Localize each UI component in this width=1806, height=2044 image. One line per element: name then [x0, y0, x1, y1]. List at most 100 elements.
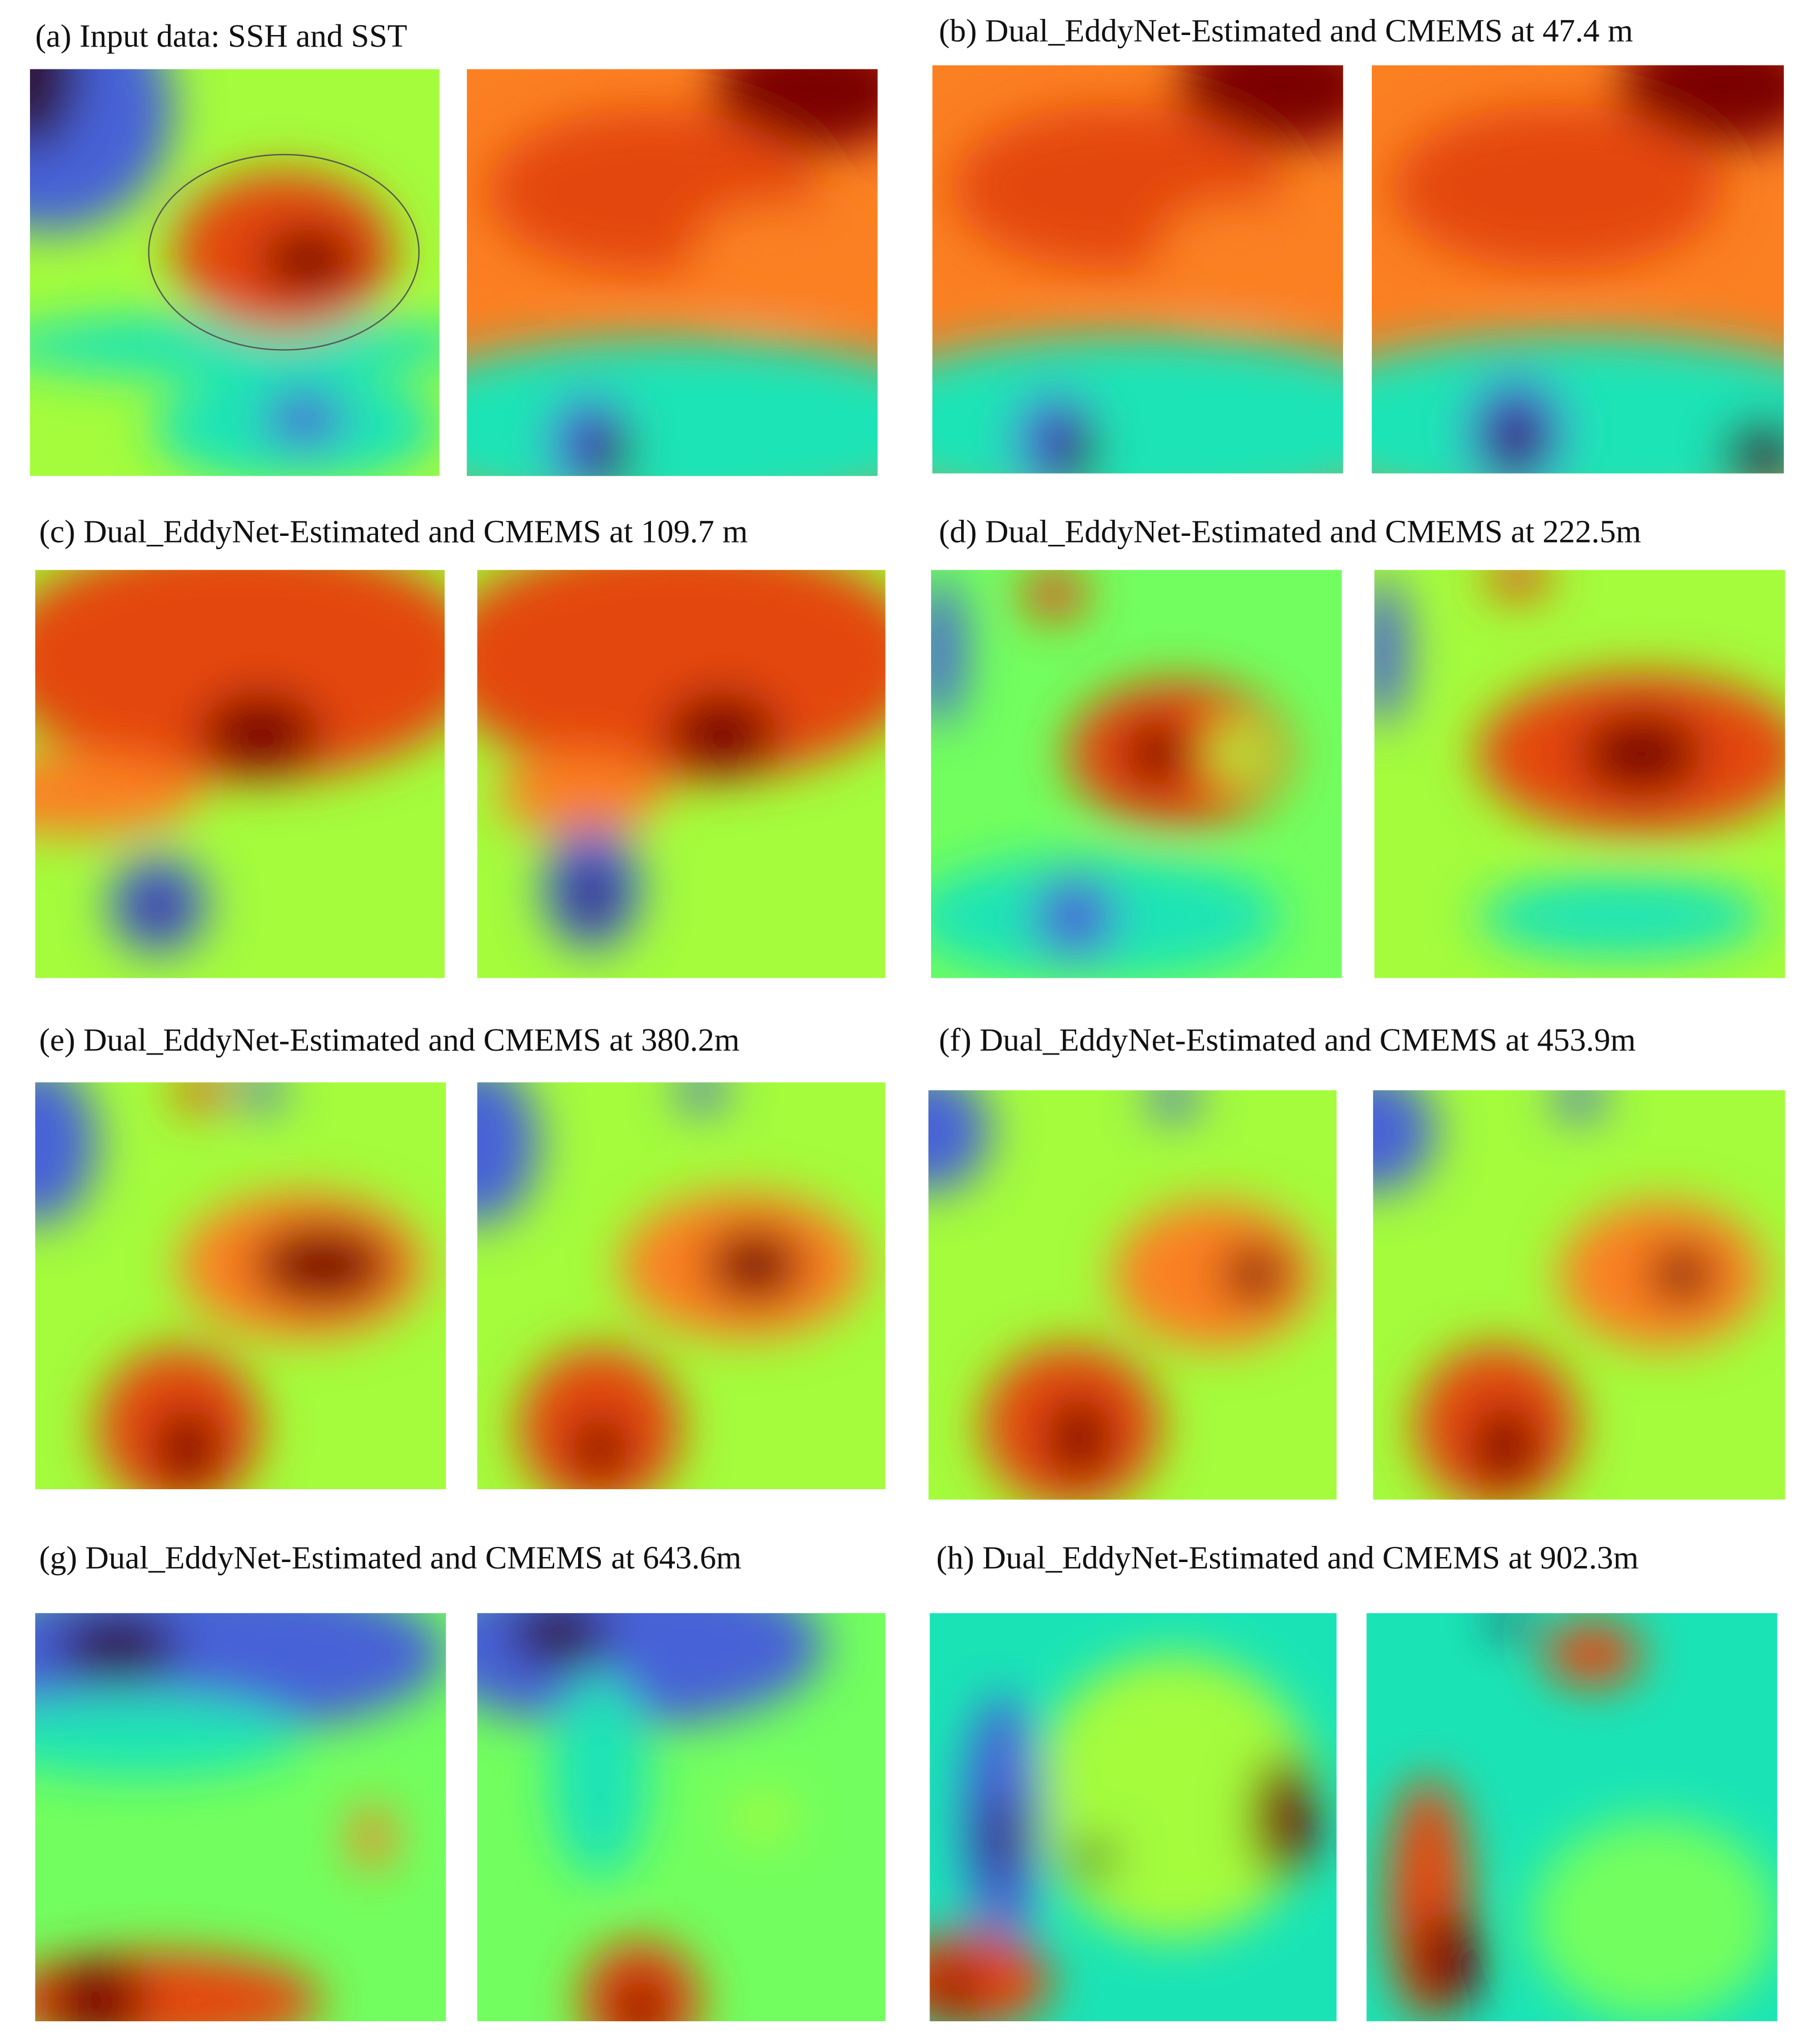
heatmap-field [928, 1090, 1316, 1500]
heatmap-blob [1068, 1842, 1117, 1874]
heatmap-blob [1491, 408, 1541, 474]
heatmap-blob [571, 863, 612, 929]
heatmap [477, 1082, 885, 1490]
panel: (f) Dual_EddyNet-Estimated and CMEMS at … [928, 1022, 1785, 1500]
heatmap-field [1373, 1090, 1765, 1500]
heatmap-blob [1210, 725, 1268, 783]
heatmap-blob [550, 1674, 649, 1879]
heatmap-blob [510, 1613, 608, 1667]
heatmap-blob [1055, 420, 1097, 474]
heatmap-blob [29, 313, 440, 379]
heatmap-blob [198, 692, 322, 774]
heatmap-blob [263, 390, 346, 448]
heatmap-blob [477, 570, 885, 782]
heatmap [35, 570, 445, 978]
heatmap-blob [1472, 1405, 1538, 1488]
heatmap-blob [931, 578, 964, 725]
heatmap-blob [705, 1229, 804, 1302]
panel-title: (g) Dual_EddyNet-Estimated and CMEMS at … [39, 1539, 742, 1575]
heatmap-blob [1374, 578, 1407, 725]
heatmap [466, 69, 878, 476]
heatmap-blob [1033, 876, 1116, 958]
heatmap-blob [1124, 720, 1190, 787]
heatmap-blob [351, 1804, 393, 1871]
heatmap-field [35, 1613, 446, 2022]
heatmap [29, 69, 440, 476]
heatmap-blob [47, 1960, 146, 2022]
heatmap-blob [1649, 1246, 1715, 1304]
heatmap-field [929, 1654, 1316, 2022]
heatmap-field [35, 570, 445, 954]
heatmap-blob [928, 1090, 990, 1193]
heatmap-blob [929, 1964, 983, 2013]
heatmap-blob [665, 692, 779, 774]
heatmap-blob [137, 888, 179, 929]
panel-title: (b) Dual_EddyNet-Estimated and CMEMS at … [939, 13, 1633, 49]
heatmap-blob [477, 1082, 539, 1225]
heatmap-blob [1047, 1397, 1112, 1479]
heatmap-blob [1531, 1817, 1778, 2022]
heatmap-blob [1477, 876, 1765, 958]
panel: (d) Dual_EddyNet-Estimated and CMEMS at … [931, 513, 1785, 978]
panel: (a) Input data: SSH and SST [29, 18, 878, 476]
heatmap-blob [240, 1082, 282, 1111]
heatmap-blob [497, 753, 661, 835]
heatmap-blob [56, 1613, 179, 1679]
heatmap-blob [35, 570, 445, 782]
heatmap-field [1371, 65, 1784, 474]
heatmap [928, 1090, 1337, 1500]
heatmap-blob [1112, 1201, 1316, 1349]
panel-title: (c) Dual_EddyNet-Estimated and CMEMS at … [39, 513, 748, 549]
heatmap-blob [571, 1416, 629, 1481]
heatmap-blob [1490, 1613, 1531, 1634]
heatmap-blob [1543, 1621, 1642, 1687]
panel-title: (e) Dual_EddyNet-Estimated and CMEMS at … [39, 1022, 739, 1058]
heatmap [1374, 570, 1785, 978]
heatmap-field [931, 570, 1288, 978]
heatmap [477, 1613, 885, 2022]
heatmap-field [477, 1082, 865, 1490]
heatmap-blob [677, 1082, 727, 1111]
heatmap-blob [259, 227, 358, 293]
heatmap-blob [1021, 570, 1087, 619]
heatmap-field [35, 1082, 426, 1490]
heatmap-blob [252, 1225, 393, 1306]
panel: (c) Dual_EddyNet-Estimated and CMEMS at … [35, 513, 885, 978]
heatmap-blob [730, 1792, 796, 1842]
heatmap-blob [1158, 200, 1323, 298]
heatmap-blob [35, 1082, 97, 1225]
panel-title: (f) Dual_EddyNet-Estimated and CMEMS at … [939, 1022, 1636, 1058]
panel: (g) Dual_EddyNet-Estimated and CMEMS at … [35, 1539, 885, 2022]
heatmap-blob [1373, 1090, 1435, 1193]
heatmap-field [29, 69, 440, 476]
heatmap-blob [616, 1976, 665, 2022]
heatmap-blob [693, 203, 857, 301]
heatmap [1366, 1613, 1778, 2022]
heatmap-blob [154, 1408, 220, 1489]
heatmap-blob [590, 423, 631, 476]
heatmap [35, 1613, 446, 2022]
heatmap-blob [466, 337, 878, 476]
heatmap-blob [1392, 106, 1722, 270]
heatmap [1371, 65, 1784, 474]
heatmap [931, 570, 1342, 978]
heatmap-blob [1554, 1090, 1604, 1119]
heatmap-blob [35, 1694, 302, 1777]
heatmap [932, 65, 1344, 474]
panel: (b) Dual_EddyNet-Estimated and CMEMS at … [932, 13, 1784, 474]
heatmap-blob [1148, 1090, 1198, 1119]
heatmap-field [466, 69, 878, 476]
heatmap-field [1387, 1613, 1778, 2022]
heatmap-field [477, 570, 885, 950]
heatmap-blob [175, 1082, 225, 1111]
panel: (h) Dual_EddyNet-Estimated and CMEMS at … [929, 1539, 1778, 2022]
heatmap-blob [987, 1797, 1019, 1879]
heatmap-field [477, 1613, 824, 2022]
heatmap-blob [1251, 1755, 1316, 1879]
heatmap-field [932, 65, 1344, 474]
heatmap-field [1374, 570, 1785, 958]
panel-title: (d) Dual_EddyNet-Estimated and CMEMS at … [939, 513, 1641, 549]
heatmap-blob [1722, 420, 1784, 474]
heatmap [929, 1613, 1337, 2022]
heatmap-blob [1416, 1911, 1482, 2010]
